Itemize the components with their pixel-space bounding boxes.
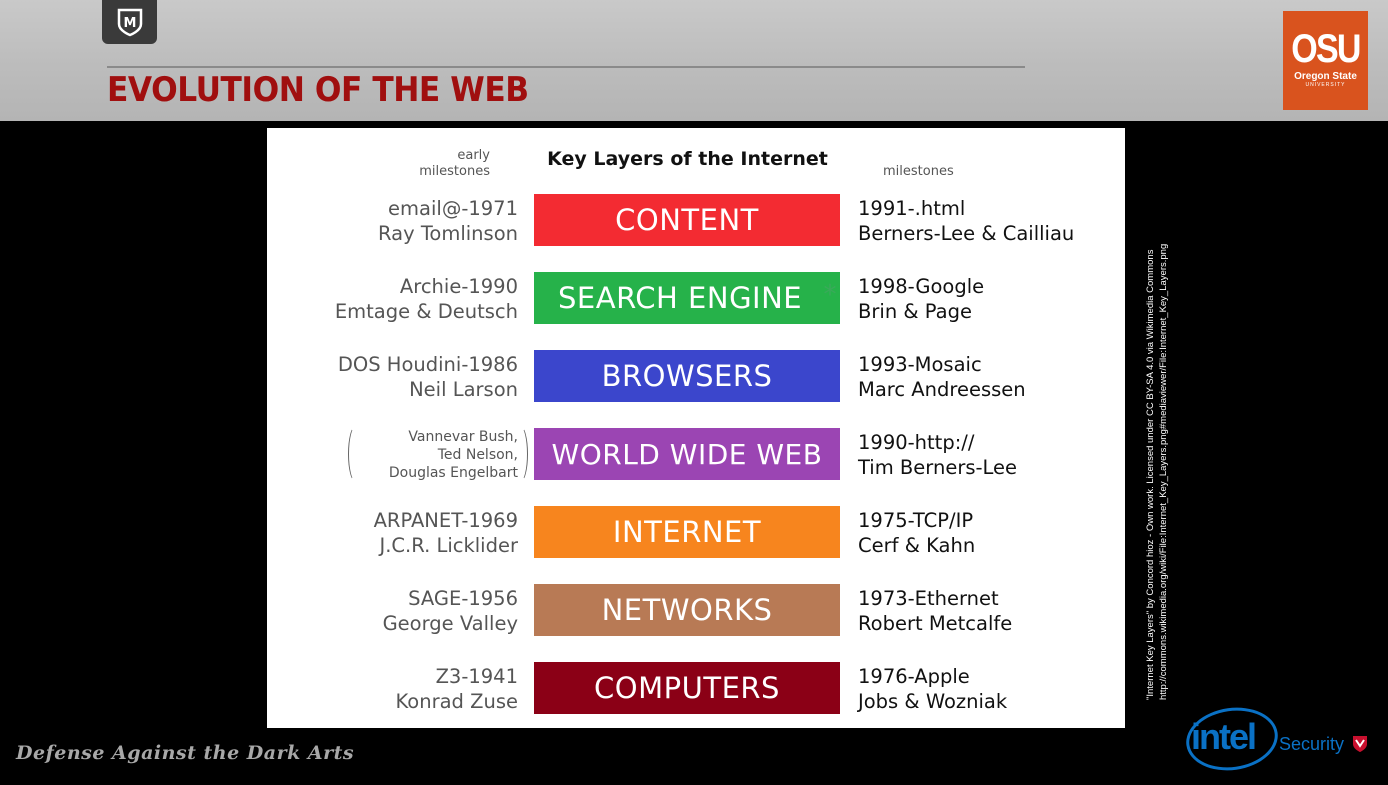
- key-layers-figure: early milestones Key Layers of the Inter…: [267, 128, 1125, 728]
- attribution-line-2: http://commons.wikimedia.org/wiki/File:I…: [1158, 243, 1169, 700]
- left-milestone-line: J.C.R. Licklider: [379, 534, 518, 557]
- left-milestone-line: email@-1971: [388, 197, 518, 220]
- right-milestone: 1976-Apple Jobs & Wozniak: [858, 664, 1007, 714]
- layer-label: CONTENT: [615, 203, 759, 237]
- right-milestone-line: Berners-Lee & Cailliau: [858, 222, 1075, 245]
- left-milestone: email@-1971 Ray Tomlinson: [378, 196, 518, 246]
- intel-logo: intel: [1191, 716, 1257, 757]
- right-milestone-line: 1990-http://: [858, 431, 975, 454]
- right-milestone: 1993-Mosaic Marc Andreessen: [858, 352, 1026, 402]
- attribution-line-1: "Internet Key Layers" by Concord hioz - …: [1145, 249, 1156, 700]
- layer-box: SEARCH ENGINE *: [534, 272, 840, 324]
- left-milestone-line: Ray Tomlinson: [378, 222, 518, 245]
- right-parenthesis: [513, 426, 528, 482]
- left-milestone-line: Archie-1990: [399, 275, 518, 298]
- left-milestone-line: ARPANET-1969: [373, 509, 518, 532]
- left-milestone: Vannevar Bush, Ted Nelson, Douglas Engelba…: [348, 426, 528, 482]
- left-milestone-line: Konrad Zuse: [395, 690, 518, 713]
- right-milestone-line: Tim Berners-Lee: [858, 456, 1018, 479]
- layer-row: Z3-1941 Konrad Zuse COMPUTERS 1976-Apple Job…: [267, 662, 1125, 714]
- right-milestone: 1990-http://Tim Berners-Lee: [858, 430, 1017, 480]
- osu-logo-main: OSU: [1291, 27, 1361, 71]
- layer-label: INTERNET: [612, 515, 762, 549]
- layer-row: DOS Houdini-1986 Neil Larson BROWSERS 1993-…: [267, 350, 1125, 402]
- left-milestone-line: Vannevar Bush,: [408, 429, 518, 445]
- layer-label: COMPUTERS: [594, 671, 780, 705]
- layer-label: SEARCH ENGINE: [558, 281, 803, 315]
- layer-box: BROWSERS: [534, 350, 840, 402]
- layer-row: ARPANET-1969 J.C.R. Licklider INTERNET 1975…: [267, 506, 1125, 558]
- layer-box: COMPUTERS: [534, 662, 840, 714]
- osu-logo: OSU Oregon State UNIVERSITY: [1283, 11, 1368, 110]
- right-milestone-line: Marc Andreessen: [858, 378, 1026, 401]
- layer-row: SAGE-1956 George Valley NETWORKS 1973-Ether…: [267, 584, 1125, 636]
- layer-label: NETWORKS: [601, 593, 773, 627]
- right-milestone-line: 1975-TCP/IP: [858, 509, 974, 532]
- right-milestone: 1975-TCP/IP Cerf & Kahn: [858, 508, 975, 558]
- slide-header: M EVOLUTION OF THE WEB OSU Oregon State …: [0, 0, 1388, 121]
- layer-row: email@-1971 Ray Tomlinson CONTENT 1991-.htm…: [267, 194, 1125, 246]
- left-milestone: ARPANET-1969 J.C.R. Licklider: [374, 508, 518, 558]
- right-milestone-line: 1998-Google: [858, 275, 985, 298]
- right-milestone-line: 1993-Mosaic: [858, 353, 982, 376]
- left-milestone-line: Douglas Engelbart: [388, 465, 518, 481]
- early-milestones-header: early milestones: [419, 148, 490, 179]
- left-parenthesis: [348, 426, 363, 482]
- left-milestone: DOS Houdini-1986 Neil Larson: [338, 352, 518, 402]
- image-attribution: "Internet Key Layers" by Concord hioz - …: [1144, 160, 1174, 700]
- left-milestone: Z3-1941 Konrad Zuse: [395, 664, 518, 714]
- right-milestone-line: Cerf & Kahn: [858, 534, 976, 557]
- left-milestone: SAGE-1956 George Valley: [383, 586, 518, 636]
- right-milestone: 1991-.html Berners-Lee & Cailliau: [858, 196, 1074, 246]
- layer-box: NETWORKS: [534, 584, 840, 636]
- osu-logo-sub: Oregon State: [1294, 71, 1357, 82]
- svg-text:M: M: [123, 16, 136, 31]
- left-milestone-line: Emtage & Deutsch: [334, 300, 518, 323]
- left-milestone-line: Ted Nelson,: [437, 447, 518, 463]
- mcafee-shield-icon: [1353, 736, 1367, 752]
- right-milestone-line: 1973-Ethernet: [858, 587, 999, 610]
- right-milestone-line: Brin & Page: [858, 300, 972, 323]
- left-milestone-line: George Valley: [382, 612, 518, 635]
- security-label: Security: [1279, 734, 1345, 754]
- layer-row: Vannevar Bush, Ted Nelson, Douglas Engelba…: [267, 426, 1125, 482]
- layer-box: INTERNET: [534, 506, 840, 558]
- layer-label: BROWSERS: [601, 359, 773, 393]
- left-milestone-line: SAGE-1956: [408, 587, 518, 610]
- right-milestone-line: 1991-.html: [858, 197, 966, 220]
- right-milestone-line: Robert Metcalfe: [858, 612, 1013, 635]
- left-milestone-line: Neil Larson: [409, 378, 518, 401]
- layer-box: CONTENT: [534, 194, 840, 246]
- course-name: Defense Against the Dark Arts: [16, 742, 355, 764]
- left-milestone-line: DOS Houdini-1986: [337, 353, 518, 376]
- right-milestone-line: Jobs & Wozniak: [858, 690, 1008, 713]
- slide-title: EVOLUTION OF THE WEB: [107, 70, 529, 110]
- right-milestone: 1973-Ethernet Robert Metcalfe: [858, 586, 1012, 636]
- osu-logo-tiny: UNIVERSITY: [1305, 82, 1346, 88]
- right-milestone-line: 1976-Apple: [858, 665, 970, 688]
- milestones-header: milestones: [883, 164, 954, 179]
- left-milestone-line: Z3-1941: [435, 665, 518, 688]
- asterisk-icon: *: [823, 280, 837, 310]
- left-milestone: Archie-1990 Emtage & Deutsch: [335, 274, 518, 324]
- layer-row: Archie-1990 Emtage & Deutsch SEARCH ENGINE…: [267, 272, 1125, 324]
- layer-label: WORLD WIDE WEB: [551, 437, 823, 471]
- header-divider: [107, 66, 1025, 68]
- layer-box: WORLD WIDE WEB: [534, 428, 840, 480]
- figure-title: Key Layers of the Internet: [547, 148, 828, 170]
- right-milestone: 1998-Google Brin & Page: [858, 274, 984, 324]
- mcafee-badge-icon: M: [102, 0, 157, 44]
